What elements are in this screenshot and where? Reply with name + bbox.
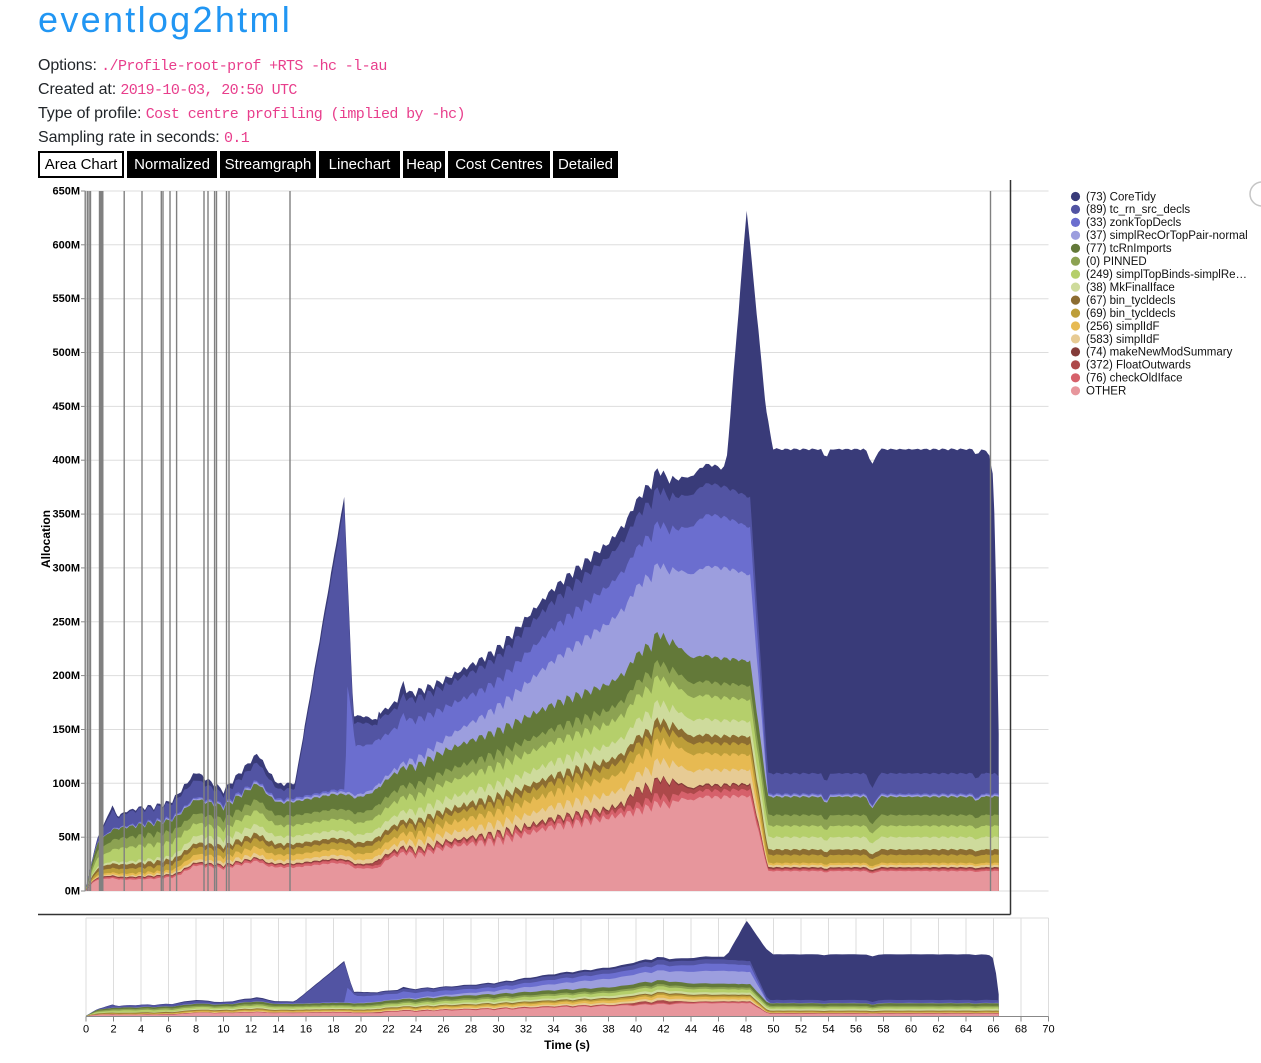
svg-text:46: 46: [712, 1024, 724, 1036]
svg-text:(33) zonkTopDecls: (33) zonkTopDecls: [1086, 217, 1181, 229]
svg-text:400M: 400M: [52, 455, 80, 467]
svg-text:62: 62: [932, 1024, 944, 1036]
svg-text:26: 26: [437, 1024, 449, 1036]
svg-text:350M: 350M: [52, 509, 80, 521]
svg-text:18: 18: [327, 1024, 339, 1036]
svg-text:250M: 250M: [52, 616, 80, 628]
svg-text:(74) makeNewModSummary: (74) makeNewModSummary: [1086, 347, 1233, 359]
svg-text:(76) checkOldIface: (76) checkOldIface: [1086, 373, 1183, 385]
svg-text:70: 70: [1042, 1024, 1054, 1036]
svg-text:4: 4: [138, 1024, 144, 1036]
svg-text:38: 38: [602, 1024, 614, 1036]
svg-text:60: 60: [905, 1024, 917, 1036]
svg-text:56: 56: [850, 1024, 862, 1036]
svg-text:58: 58: [877, 1024, 889, 1036]
svg-text:52: 52: [795, 1024, 807, 1036]
svg-text:30: 30: [492, 1024, 504, 1036]
svg-text:40: 40: [630, 1024, 642, 1036]
svg-text:(38) MkFinalIface: (38) MkFinalIface: [1086, 282, 1175, 294]
svg-text:600M: 600M: [52, 239, 80, 251]
svg-text:0: 0: [83, 1024, 89, 1036]
svg-text:48: 48: [740, 1024, 752, 1036]
svg-text:20: 20: [355, 1024, 367, 1036]
svg-text:50: 50: [767, 1024, 779, 1036]
svg-text:2: 2: [110, 1024, 116, 1036]
svg-text:300M: 300M: [52, 562, 80, 574]
svg-text:32: 32: [520, 1024, 532, 1036]
svg-text:6: 6: [165, 1024, 171, 1036]
svg-text:0M: 0M: [65, 886, 80, 898]
svg-text:44: 44: [685, 1024, 697, 1036]
svg-text:66: 66: [987, 1024, 999, 1036]
svg-text:8: 8: [193, 1024, 199, 1036]
svg-text:650M: 650M: [52, 186, 80, 198]
svg-text:22: 22: [382, 1024, 394, 1036]
svg-text:50M: 50M: [59, 832, 80, 844]
svg-text:100M: 100M: [52, 778, 80, 790]
svg-text:150M: 150M: [52, 724, 80, 736]
svg-text:28: 28: [465, 1024, 477, 1036]
svg-text:(69) bin_tycldecls: (69) bin_tycldecls: [1086, 308, 1176, 320]
svg-text:500M: 500M: [52, 347, 80, 359]
svg-text:(0) PINNED: (0) PINNED: [1086, 256, 1147, 268]
svg-text:10: 10: [217, 1024, 229, 1036]
svg-text:(256) simplIdF: (256) simplIdF: [1086, 321, 1160, 333]
svg-text:450M: 450M: [52, 401, 80, 413]
svg-text:64: 64: [960, 1024, 972, 1036]
svg-text:(67) bin_tycldecls: (67) bin_tycldecls: [1086, 295, 1176, 307]
svg-text:(77) tcRnImports: (77) tcRnImports: [1086, 243, 1172, 255]
svg-text:200M: 200M: [52, 670, 80, 682]
svg-text:(37) simplRecOrTopPair-normal: (37) simplRecOrTopPair-normal: [1086, 230, 1248, 242]
svg-text:Time (s): Time (s): [544, 1038, 590, 1052]
svg-text:550M: 550M: [52, 293, 80, 305]
svg-text:OTHER: OTHER: [1086, 386, 1126, 398]
svg-text:68: 68: [1015, 1024, 1027, 1036]
svg-text:24: 24: [410, 1024, 422, 1036]
svg-text:(89) tc_rn_src_decls: (89) tc_rn_src_decls: [1086, 204, 1190, 216]
svg-text:36: 36: [575, 1024, 587, 1036]
svg-text:12: 12: [245, 1024, 257, 1036]
svg-text:34: 34: [547, 1024, 559, 1036]
svg-text:(372) FloatOutwards: (372) FloatOutwards: [1086, 360, 1191, 372]
svg-text:14: 14: [272, 1024, 284, 1036]
svg-text:(249) simplTopBinds-simplRe…: (249) simplTopBinds-simplRe…: [1086, 269, 1247, 281]
svg-text:(73) CoreTidy: (73) CoreTidy: [1086, 191, 1156, 203]
svg-text:54: 54: [822, 1024, 834, 1036]
svg-text:42: 42: [657, 1024, 669, 1036]
svg-text:(583) simplIdF: (583) simplIdF: [1086, 334, 1160, 346]
svg-text:16: 16: [300, 1024, 312, 1036]
svg-text:Allocation: Allocation: [39, 510, 53, 568]
